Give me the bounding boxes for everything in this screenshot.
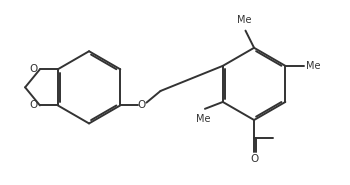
Text: Me: Me xyxy=(306,61,321,71)
Text: O: O xyxy=(250,154,258,164)
Text: O: O xyxy=(138,100,146,110)
Text: O: O xyxy=(30,100,38,110)
Text: Me: Me xyxy=(237,16,251,26)
Text: Me: Me xyxy=(196,114,210,124)
Text: O: O xyxy=(30,64,38,74)
